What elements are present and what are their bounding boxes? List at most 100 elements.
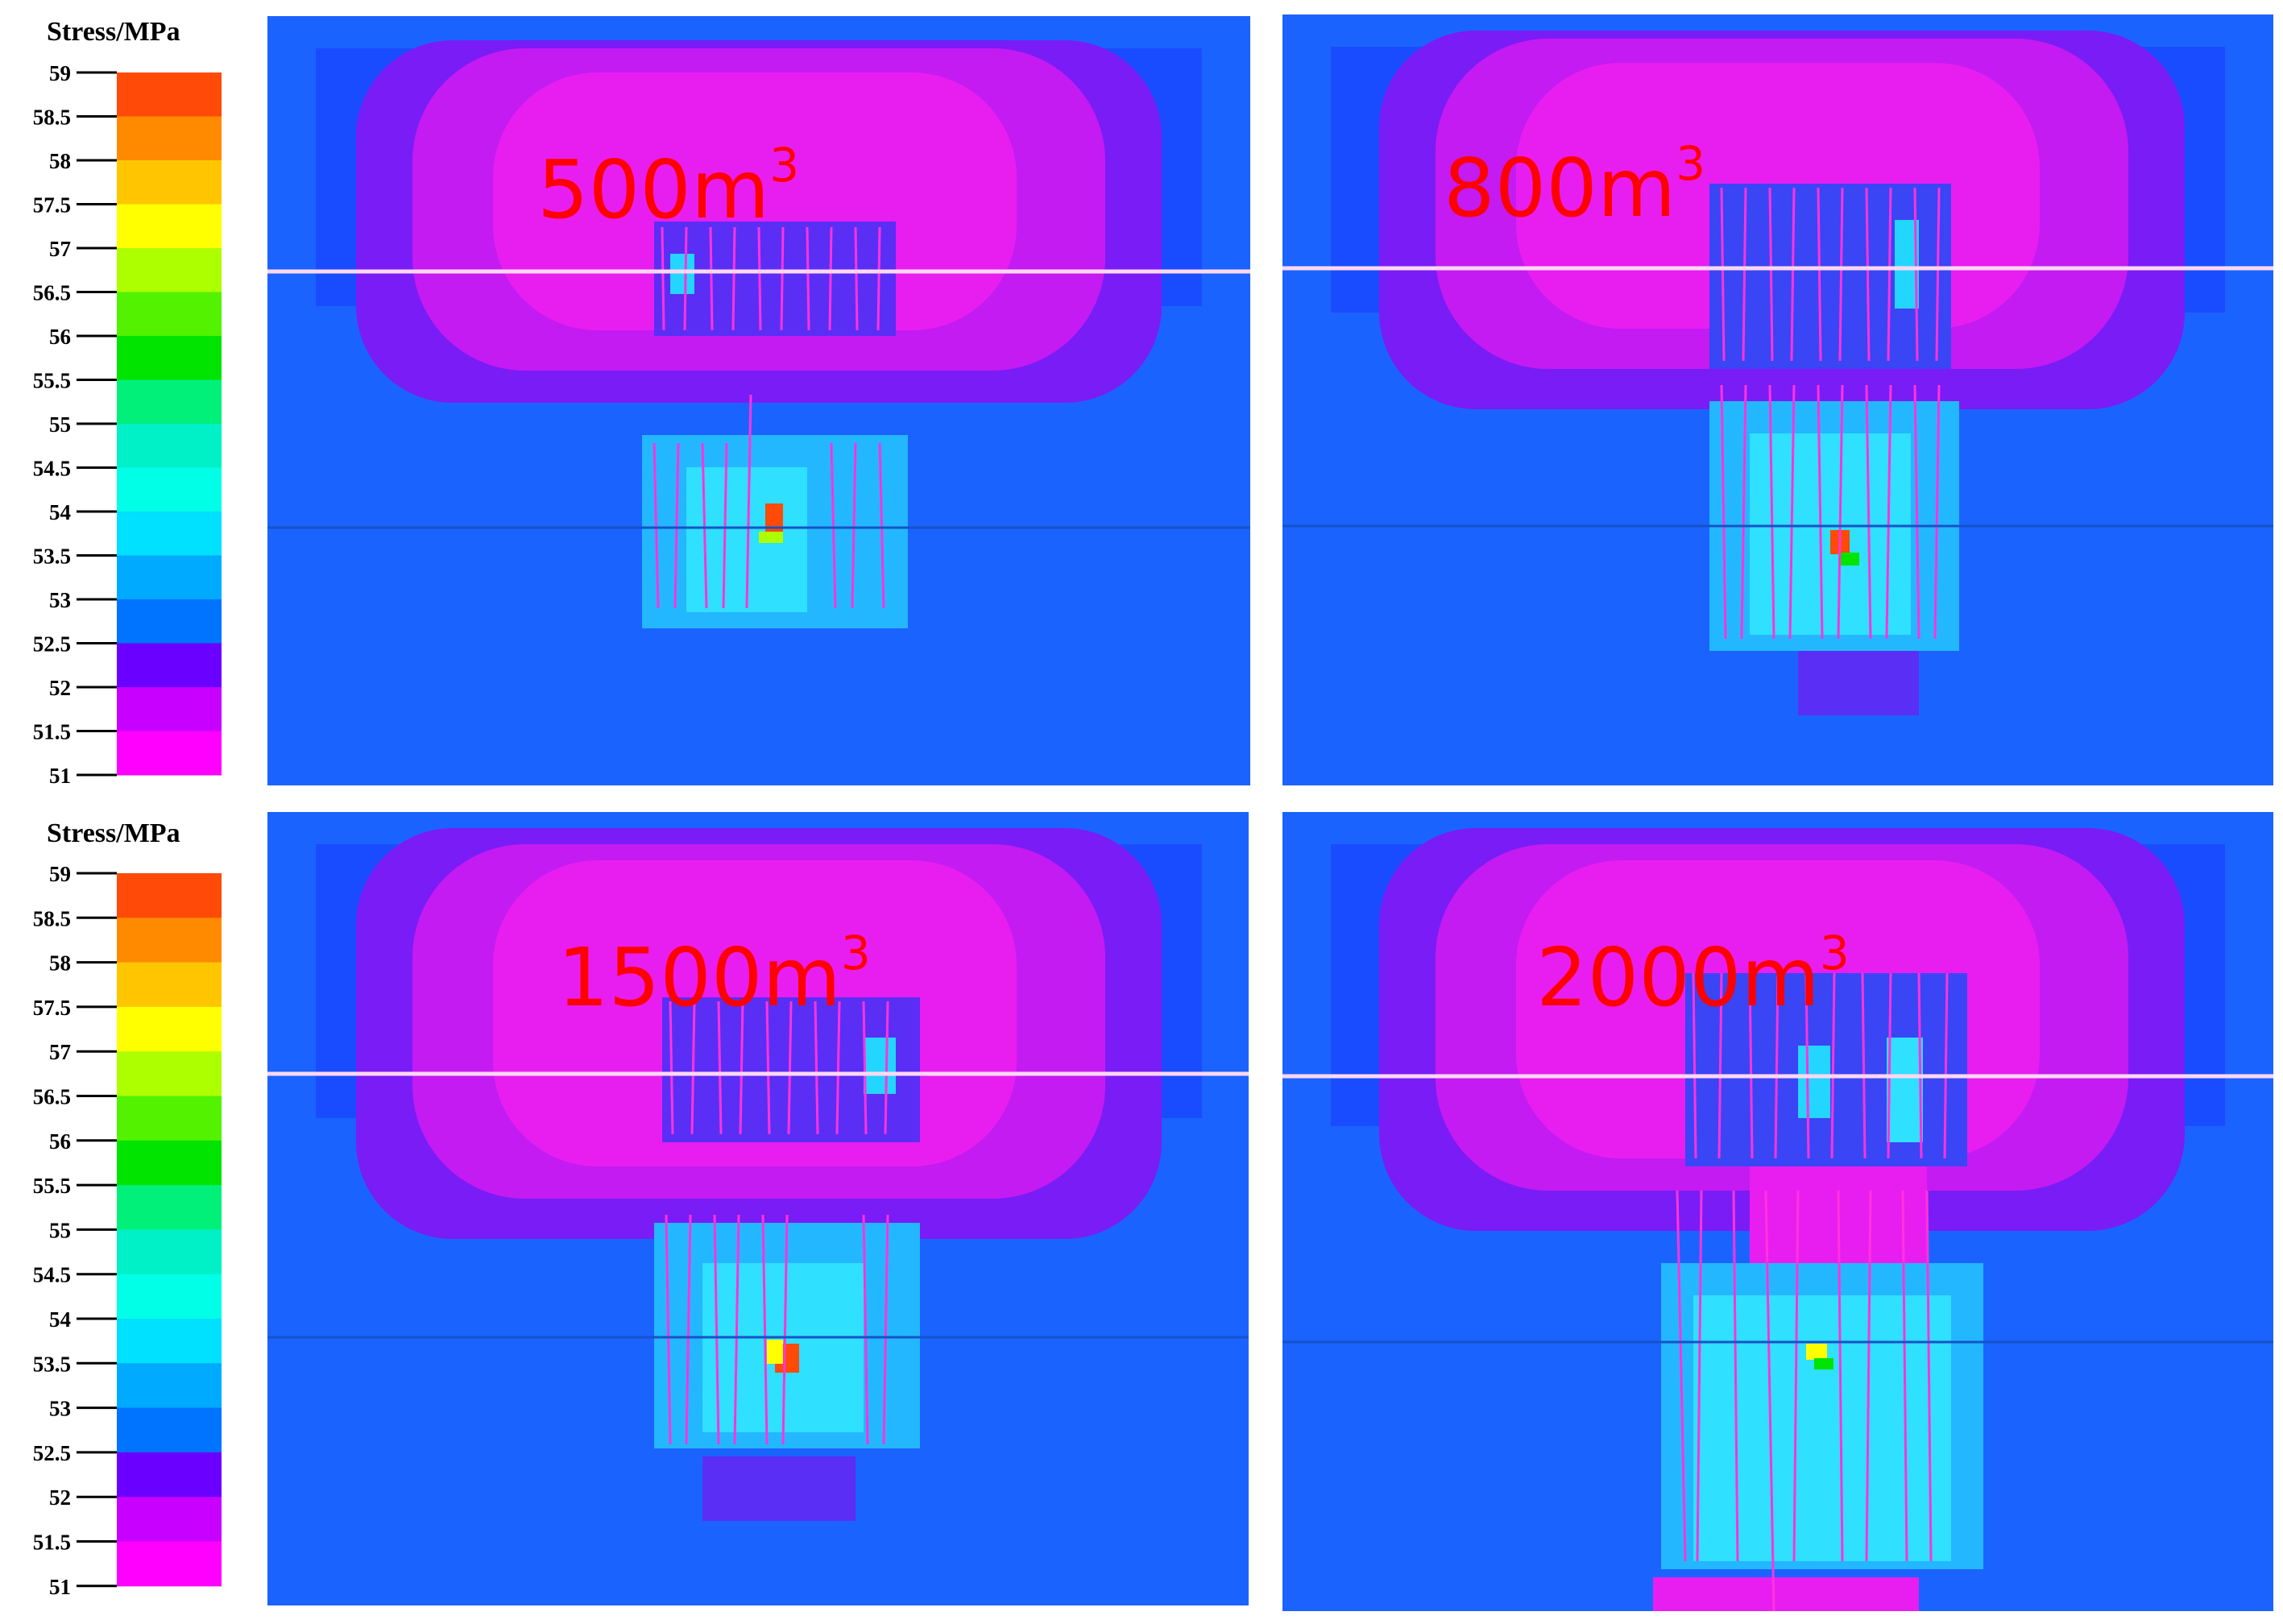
colorbar-tick-label: 55.5 — [33, 369, 71, 393]
colorbar-ticks: 59 58.5 58 57.5 57 56.5 56 55.5 55 54.5 54 53.5 53 52… — [33, 61, 117, 788]
colorbar-tick-label: 57 — [49, 237, 71, 261]
colorbar-swatch — [117, 467, 222, 512]
colorbar-swatch — [117, 1407, 222, 1453]
volume-label-superscript: 3 — [1676, 136, 1705, 191]
colorbar-swatch — [117, 918, 222, 963]
lower-fracture-lines — [653, 394, 885, 609]
stress-panel-2000: 2000m3 — [1282, 812, 2273, 1611]
colorbar-swatches — [117, 873, 222, 1587]
colorbar-tick-label: 58.5 — [33, 906, 71, 930]
colorbar-tick-label: 56.5 — [33, 1085, 71, 1109]
colorbar-swatches — [117, 72, 222, 776]
colorbar-swatch — [117, 555, 222, 600]
colorbar-tick-label: 58.5 — [33, 106, 71, 130]
colorbar-swatch — [117, 512, 222, 556]
colorbar-swatch — [117, 1140, 222, 1186]
colorbar-tick-label: 55.5 — [33, 1174, 71, 1198]
volume-label-superscript: 3 — [841, 926, 871, 980]
volume-label-500: 500m3 — [537, 138, 799, 237]
volume-label-800: 800m3 — [1444, 136, 1705, 235]
stress-map-800: 800m3 — [1282, 14, 2273, 785]
colorbar-bottom: Stress/MPa 59 58.5 58 57.5 57 56.5 56 55.5 55 54.… — [0, 806, 258, 1611]
colorbar-swatch — [117, 1541, 222, 1587]
stress-hotspot — [1806, 1344, 1827, 1360]
colorbar-swatch — [117, 687, 222, 731]
colorbar-swatch — [117, 731, 222, 776]
colorbar-swatch — [117, 873, 222, 918]
colorbar-bottom-svg: Stress/MPa 59 58.5 58 57.5 57 56.5 56 55.5 55 54.… — [33, 818, 222, 1599]
stress-hotspot — [765, 503, 783, 536]
bottom-magenta-patch — [1653, 1577, 1919, 1611]
colorbar-swatch — [117, 204, 222, 249]
stress-map-500: 500m3 — [267, 16, 1250, 785]
stress-panel-1500: 1500m3 — [267, 812, 1249, 1605]
colorbar-swatch — [117, 1363, 222, 1409]
lower-purple-patch — [702, 1456, 856, 1521]
colorbar-tick-label: 53.5 — [33, 1352, 71, 1376]
volume-label-base: 2000m — [1536, 930, 1820, 1025]
colorbar-tick-label: 58 — [49, 951, 71, 976]
upper-fracture-lines — [669, 1000, 889, 1135]
colorbar-swatch — [117, 1185, 222, 1230]
colorbar-tick-label: 52.5 — [33, 632, 71, 657]
colorbar-tick-label: 57.5 — [33, 193, 71, 218]
colorbar-tick-label: 57 — [49, 1040, 71, 1064]
colorbar-tick-label: 56 — [49, 1129, 71, 1154]
colorbar-tick-label: 53.5 — [33, 545, 71, 569]
colorbar-tick-label: 54 — [49, 1307, 71, 1332]
colorbar-swatch — [117, 160, 222, 205]
colorbar-tick-label: 55 — [49, 1218, 71, 1242]
colorbar-top: Stress/MPa 59 58.5 58 57.5 57 56.5 56 55.5 55 54.… — [0, 0, 258, 789]
colorbar-tick-label: 56.5 — [33, 281, 71, 305]
colorbar-tick-label: 56 — [49, 325, 71, 349]
colorbar-tick-label: 52 — [49, 676, 71, 700]
colorbar-swatch — [117, 962, 222, 1008]
volume-label-base: 500m — [537, 143, 769, 237]
colorbar-swatch — [117, 1229, 222, 1275]
colorbar-tick-label: 54 — [49, 500, 71, 524]
colorbar-tick-label: 54.5 — [33, 1263, 71, 1287]
colorbar-swatch — [117, 1319, 222, 1364]
colorbar-swatch — [117, 379, 222, 425]
colorbar-ticks: 59 58.5 58 57.5 57 56.5 56 55.5 55 54.5 54 53.5 53 52… — [33, 862, 117, 1599]
lower-fracture-lines — [1720, 384, 1941, 640]
stress-hotspot-edge — [1838, 553, 1859, 566]
colorbar-swatch — [117, 1497, 222, 1542]
upper-fracture-lines — [661, 226, 881, 331]
colorbar-tick-label: 58 — [49, 149, 71, 173]
colorbar-swatch — [117, 336, 222, 380]
colorbar-tick-label: 52.5 — [33, 1441, 71, 1465]
upper-cyan-spot-left — [1798, 1046, 1830, 1118]
stress-hotspot-edge — [1814, 1358, 1833, 1369]
upper-cyan-spot — [670, 254, 694, 294]
colorbar-swatch — [117, 292, 222, 337]
upper-cyan-spot — [864, 1038, 896, 1094]
colorbar-swatch — [117, 72, 222, 117]
volume-label-base: 1500m — [557, 930, 841, 1025]
stress-panel-500: 500m3 — [267, 16, 1250, 785]
stress-map-1500: 1500m3 — [267, 812, 1249, 1605]
colorbar-tick-label: 53 — [49, 588, 71, 612]
colorbar-top-svg: Stress/MPa 59 58.5 58 57.5 57 56.5 56 55.5 55 54.… — [33, 17, 222, 788]
colorbar-tick-label: 54.5 — [33, 457, 71, 481]
lower-stimulated-core — [1693, 1295, 1951, 1561]
colorbar-tick-label: 59 — [49, 61, 71, 85]
colorbar-swatch — [117, 1274, 222, 1320]
colorbar-tick-label: 51.5 — [33, 1531, 71, 1555]
colorbar-tick-label: 59 — [49, 862, 71, 886]
colorbar-swatch — [117, 1051, 222, 1096]
colorbar-swatch — [117, 248, 222, 292]
volume-label-superscript: 3 — [769, 138, 799, 193]
volume-label-1500: 1500m3 — [557, 926, 871, 1025]
colorbar-tick-label: 53 — [49, 1397, 71, 1421]
volume-label-base: 800m — [1444, 141, 1676, 235]
colorbar-swatch — [117, 116, 222, 161]
colorbar-swatch — [117, 1006, 222, 1052]
lower-fracture-lines — [665, 1214, 889, 1445]
colorbar-title: Stress/MPa — [47, 818, 180, 848]
upper-cyan-spot-right — [1887, 1038, 1923, 1142]
colorbar-tick-label: 57.5 — [33, 996, 71, 1020]
stress-hotspot-edge — [767, 1340, 783, 1364]
volume-label-2000: 2000m3 — [1536, 926, 1850, 1025]
colorbar-swatch — [117, 643, 222, 688]
